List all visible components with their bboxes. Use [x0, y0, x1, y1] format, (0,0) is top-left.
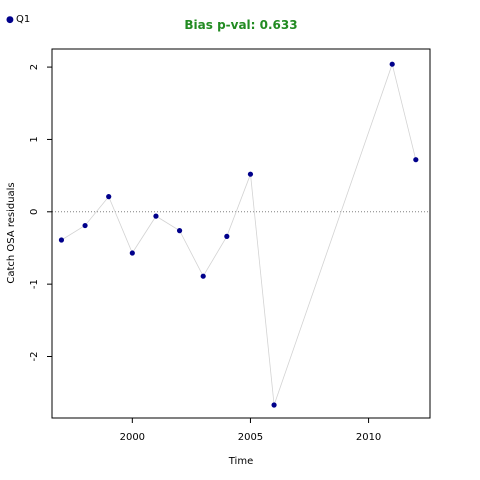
- y-tick-label: -2: [29, 352, 40, 362]
- residual-points: [58, 61, 419, 408]
- x-tick-label: 2000: [120, 432, 145, 443]
- data-point: [247, 171, 254, 177]
- data-point: [200, 273, 206, 279]
- x-tick-label: 2010: [356, 432, 381, 443]
- data-point: [271, 402, 277, 408]
- y-tick-label: 2: [29, 64, 40, 70]
- data-point: [58, 237, 65, 243]
- x-axis-title: Time: [228, 456, 253, 467]
- data-point: [389, 61, 395, 67]
- plot-frame: [51, 48, 431, 419]
- y-tick-label: 1: [29, 136, 40, 142]
- legend-label-q1: Q1: [16, 14, 30, 25]
- y-tick-label: -1: [29, 279, 40, 289]
- x-tick-label: 2005: [238, 432, 263, 443]
- data-point: [129, 250, 135, 256]
- chart-title: Bias p-val: 0.633: [184, 18, 297, 32]
- data-point: [176, 228, 183, 234]
- y-axis-title: Catch OSA residuals: [6, 182, 17, 283]
- data-point: [413, 157, 419, 163]
- x-axis: 2000 2005 2010: [120, 418, 381, 443]
- residual-series-line: [61, 62, 417, 406]
- y-axis: -2 -1 0 1 2: [29, 64, 52, 362]
- legend-marker-q1: ●: [6, 15, 14, 25]
- data-point: [153, 213, 159, 219]
- y-tick-label: 0: [29, 209, 40, 215]
- data-point: [106, 194, 112, 200]
- data-point: [82, 222, 88, 229]
- data-point: [224, 233, 230, 239]
